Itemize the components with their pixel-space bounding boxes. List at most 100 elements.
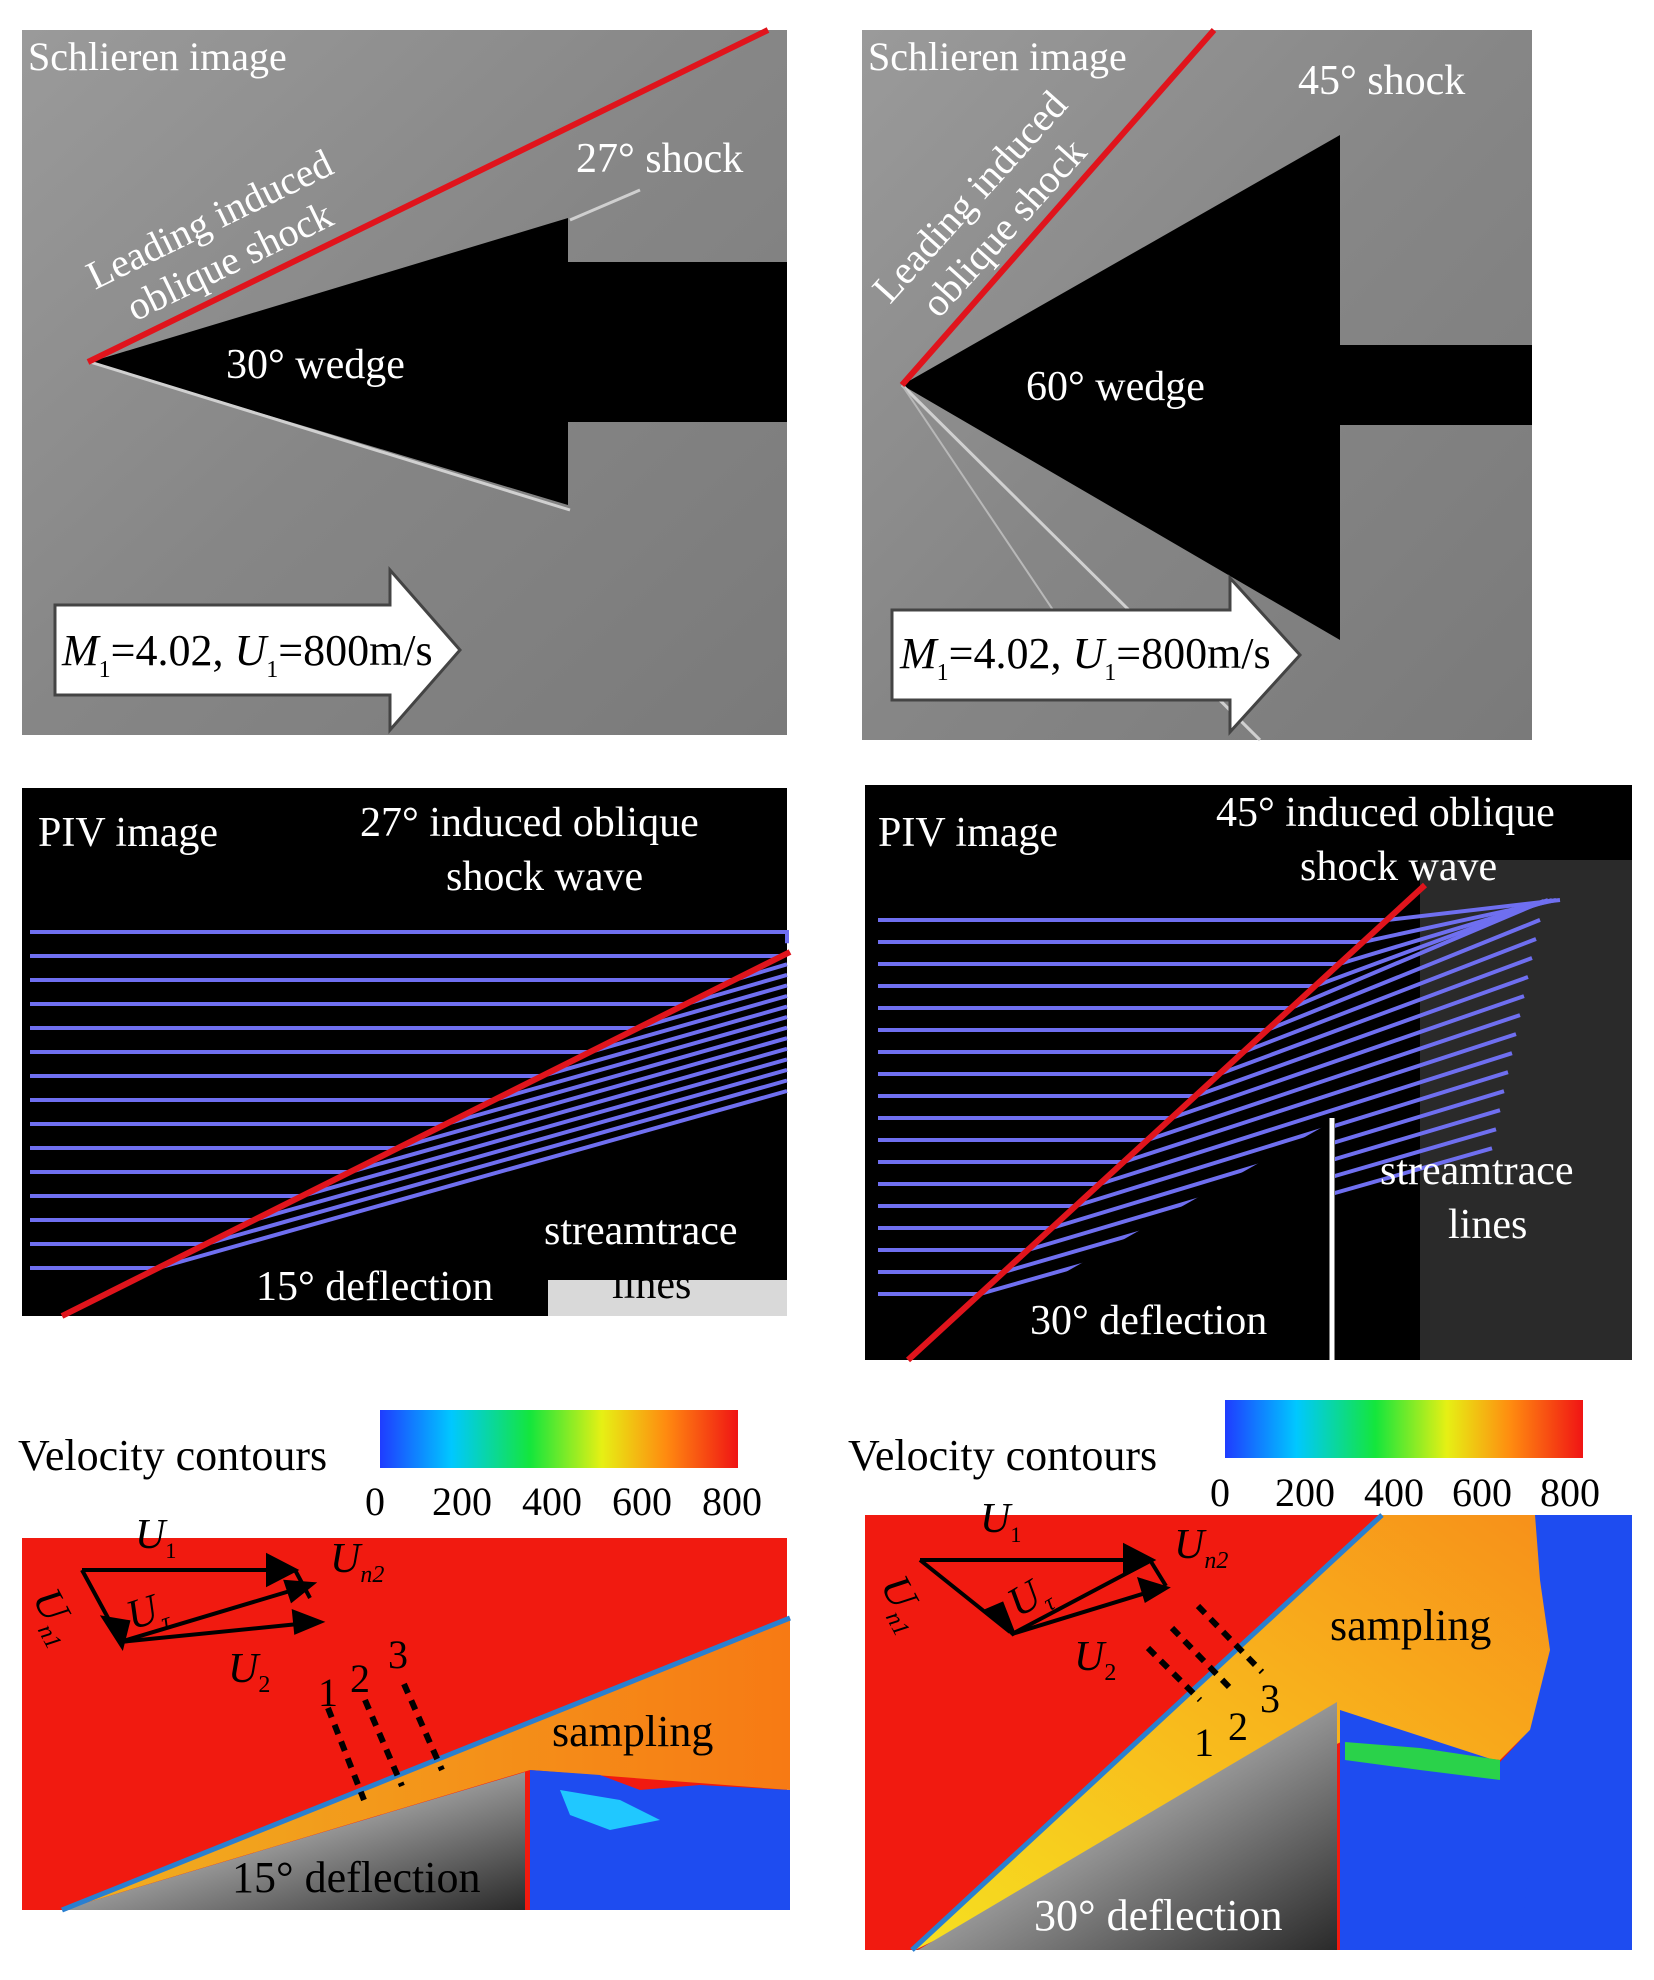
vector-label-Un2: Un2 bbox=[330, 1536, 384, 1588]
streamtrace-line bbox=[30, 951, 788, 958]
colorbar-tick: 800 bbox=[1540, 1470, 1600, 1515]
colorbar-tick: 200 bbox=[1275, 1470, 1335, 1515]
colorbar-tick: 0 bbox=[365, 1479, 385, 1524]
vector-label-U2: U2 bbox=[228, 1646, 270, 1698]
vector-label-U1: U1 bbox=[980, 1496, 1021, 1547]
colorbar-tick: 400 bbox=[1364, 1470, 1424, 1515]
wake-region bbox=[530, 1770, 790, 1910]
deflection-label: 30° deflection bbox=[1034, 1891, 1283, 1940]
sampling-lines bbox=[325, 1682, 445, 1802]
sampling-id: 3 bbox=[1260, 1676, 1280, 1721]
vector-Utau bbox=[119, 1583, 311, 1644]
schlieren-panel-left: Schlieren image Leading induced oblique … bbox=[22, 27, 787, 735]
contour-title: Velocity contours bbox=[18, 1431, 327, 1480]
shock-label-line1: 45° induced oblique bbox=[1216, 790, 1555, 836]
schlieren-title: Schlieren image bbox=[28, 34, 287, 79]
sampling-lines bbox=[1145, 1603, 1265, 1703]
shock-label-line1: 27° induced oblique bbox=[360, 800, 699, 846]
flow-direction-arrow bbox=[53, 566, 462, 734]
deflection-wedge bbox=[918, 1702, 1337, 1950]
colorbar-tick: 600 bbox=[612, 1479, 672, 1524]
wedge-highlight bbox=[548, 1280, 787, 1316]
colorbar-tick: 200 bbox=[432, 1479, 492, 1524]
vector-U2 bbox=[1011, 1586, 1163, 1636]
sampling-label: sampling bbox=[1330, 1601, 1491, 1650]
flow-condition-label: M1=4.02, U1=800m/s bbox=[899, 629, 1271, 686]
sampling-label: sampling bbox=[552, 1707, 713, 1756]
contour-panel-right: Velocity contours 0 200 400 600 800 U1 U… bbox=[848, 1400, 1632, 1952]
sampling-id: 2 bbox=[1228, 1704, 1248, 1749]
shock-angle-label: 45° shock bbox=[1298, 58, 1465, 104]
sampling-line-2 bbox=[1169, 1625, 1235, 1693]
deflection-wedge bbox=[62, 1772, 525, 1910]
wake-shear-layer bbox=[560, 1790, 660, 1830]
contour-title: Velocity contours bbox=[848, 1431, 1157, 1480]
deflection-label: 15° deflection bbox=[256, 1264, 493, 1310]
streamtrace-label-line2: lines bbox=[612, 1262, 691, 1308]
vector-Un1-head bbox=[984, 1601, 1016, 1637]
streamtrace-label-line2: lines bbox=[1448, 1202, 1527, 1248]
shock-label-line2: shock wave bbox=[446, 854, 643, 900]
colorbar-tick: 400 bbox=[522, 1479, 582, 1524]
wedge-body bbox=[90, 218, 787, 505]
streamtrace-label-line1: streamtrace bbox=[1380, 1148, 1574, 1194]
sampling-id: 1 bbox=[1194, 1720, 1214, 1765]
vector-Un2 bbox=[293, 1569, 312, 1599]
vector-Un1 bbox=[918, 1558, 1012, 1634]
flow-direction-arrow bbox=[890, 574, 1303, 736]
shock-label-line2: shock wave bbox=[1300, 844, 1497, 890]
deflection-label: 15° deflection bbox=[232, 1853, 481, 1902]
tip-shock-trace bbox=[569, 188, 641, 222]
shock-line bbox=[910, 1513, 1384, 1952]
piv-title: PIV image bbox=[878, 810, 1058, 856]
wedge-label: 60° wedge bbox=[1026, 364, 1205, 410]
vector-label-U1: U1 bbox=[135, 1512, 176, 1563]
contour-panel-left: Velocity contours 0 200 400 600 800 U1 U… bbox=[18, 1410, 791, 1913]
post-shock-region bbox=[915, 1515, 1550, 1950]
deflection-wedge bbox=[910, 1120, 1335, 1360]
wedge-label: 30° wedge bbox=[226, 342, 405, 388]
velocity-vector-diagram bbox=[80, 1552, 326, 1651]
shock-line bbox=[61, 1615, 791, 1913]
velocity-vector-diagram bbox=[918, 1542, 1171, 1637]
sampling-line-3 bbox=[1195, 1603, 1265, 1675]
schlieren-title: Schlieren image bbox=[868, 34, 1127, 79]
streamtrace-label-line1: streamtrace bbox=[544, 1208, 738, 1254]
colorbar-tick: 800 bbox=[702, 1479, 762, 1524]
vector-U1-head bbox=[266, 1552, 300, 1588]
sampling-line-1 bbox=[1145, 1645, 1203, 1703]
lower-shock-trace bbox=[89, 360, 571, 512]
colorbar bbox=[1225, 1400, 1583, 1458]
sampling-line-2 bbox=[362, 1698, 405, 1788]
vector-Utau bbox=[1011, 1560, 1149, 1636]
piv-title: PIV image bbox=[38, 810, 218, 856]
vector-U2-head bbox=[291, 1608, 326, 1635]
shock-angle-label: 27° shock bbox=[576, 136, 743, 182]
wake-shear-layer bbox=[1345, 1742, 1500, 1780]
colorbar bbox=[380, 1410, 738, 1468]
piv-panel-right: PIV image 45° induced oblique shock wave… bbox=[865, 785, 1632, 1363]
vector-label-U2: U2 bbox=[1074, 1634, 1116, 1686]
schlieren-panel-right: Schlieren image Leading induced oblique … bbox=[862, 28, 1532, 742]
induced-oblique-shock-line bbox=[60, 949, 792, 1319]
vector-label-Un2: Un2 bbox=[1174, 1522, 1228, 1574]
wedge-body bbox=[902, 135, 1532, 640]
flow-condition-label: M1=4.02, U1=800m/s bbox=[61, 626, 433, 683]
colorbar-tick: 600 bbox=[1452, 1470, 1512, 1515]
vector-Un2 bbox=[1148, 1558, 1168, 1588]
streamtrace-line bbox=[30, 930, 789, 944]
induced-oblique-shock-line bbox=[905, 882, 1428, 1363]
colorbar-tick: 0 bbox=[1210, 1470, 1230, 1515]
deflection-label: 30° deflection bbox=[1030, 1298, 1267, 1344]
vector-U2 bbox=[119, 1620, 319, 1644]
sampling-id: 2 bbox=[350, 1656, 370, 1701]
deflection-wedge bbox=[120, 1168, 787, 1316]
vector-U2-head bbox=[1137, 1576, 1171, 1604]
piv-panel-left: PIV image 27° induced oblique shock wave… bbox=[22, 788, 792, 1319]
sampling-id: 3 bbox=[388, 1632, 408, 1677]
sampling-id: 1 bbox=[318, 1670, 338, 1715]
vector-Un1-head bbox=[99, 1615, 131, 1651]
sampling-line-3 bbox=[401, 1682, 445, 1772]
leading-oblique-shock-line bbox=[899, 28, 1217, 387]
